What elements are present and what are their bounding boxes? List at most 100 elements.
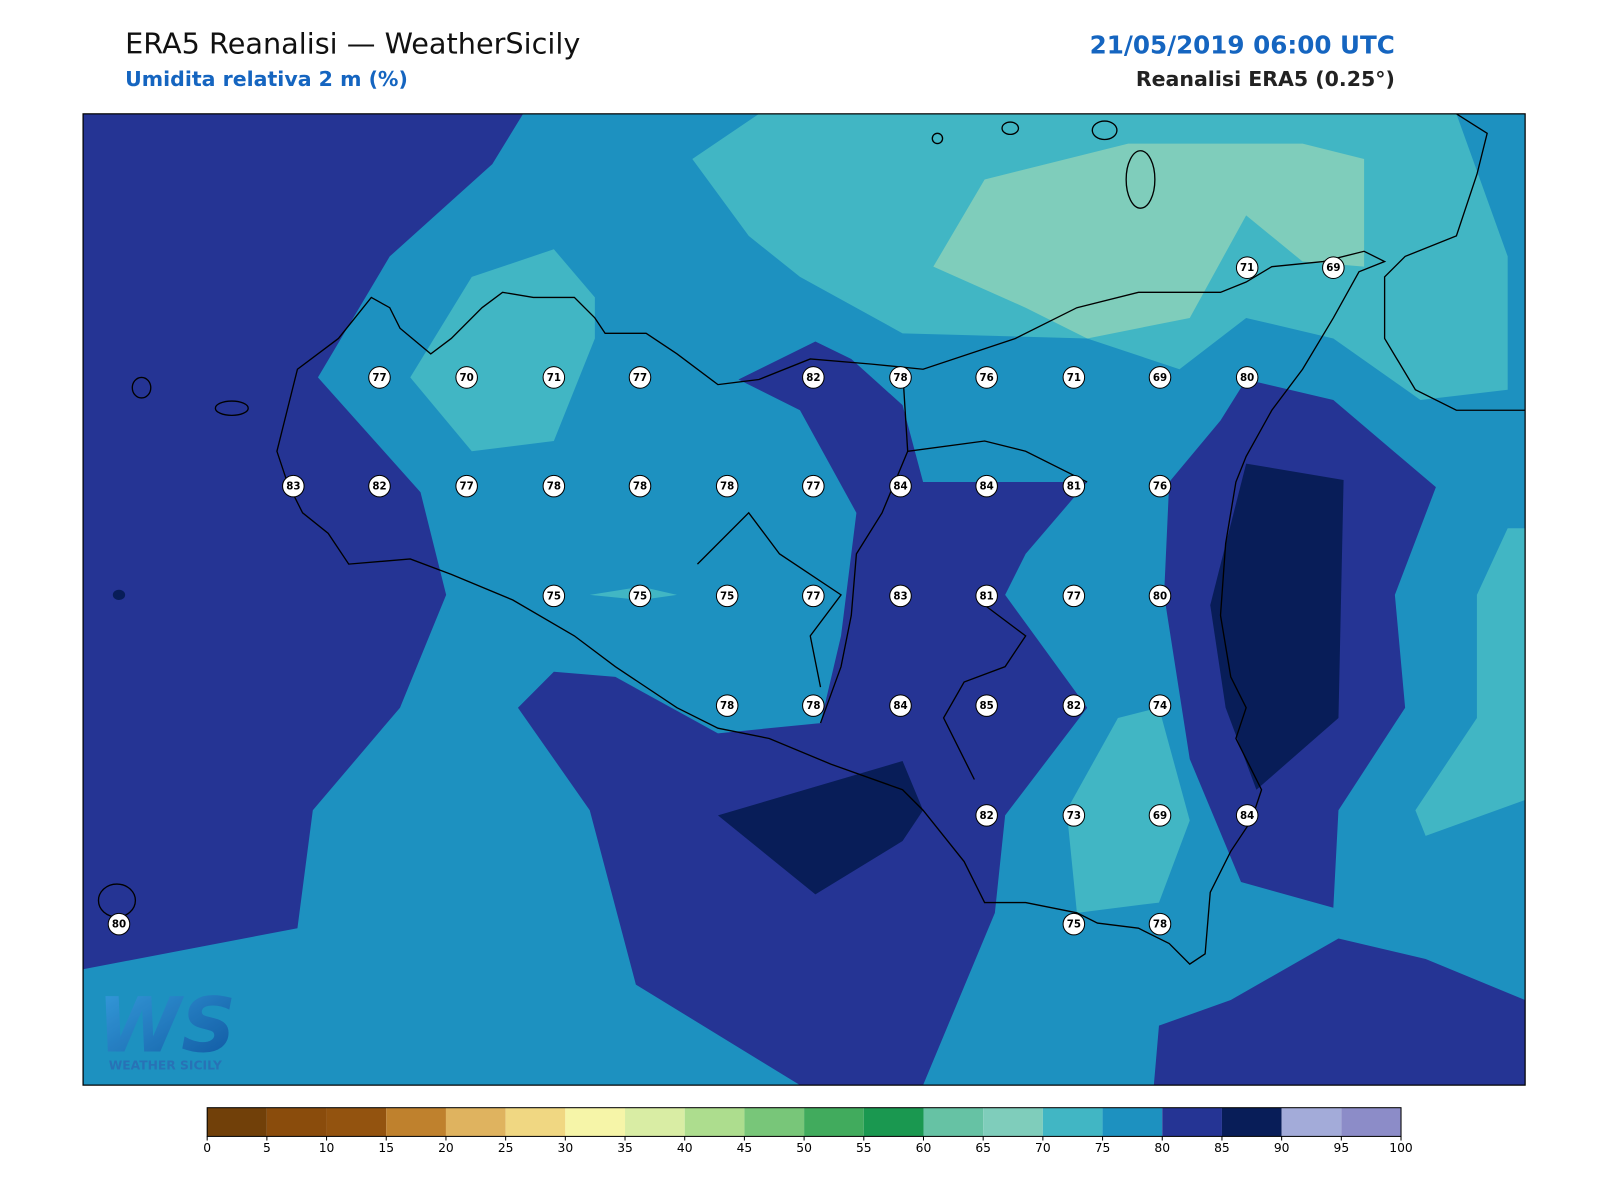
station-marker — [802, 694, 825, 717]
station-value: 78 — [720, 700, 734, 712]
colorbar-tick-label: 30 — [558, 1141, 574, 1155]
station: 69 — [1322, 256, 1345, 279]
station-value: 81 — [980, 590, 994, 602]
station: 74 — [1148, 694, 1172, 717]
colorbar-tick-label: 80 — [1154, 1141, 1170, 1155]
station-marker — [1148, 804, 1172, 827]
station-marker — [975, 474, 998, 498]
colorbar-tick-label: 25 — [498, 1141, 514, 1155]
date: 21/05/2019 06:00 UTC — [1090, 30, 1395, 59]
station-value: 75 — [720, 590, 734, 602]
island — [112, 589, 126, 600]
map-frame — [82, 113, 1526, 1086]
colorbar-segment — [983, 1107, 1043, 1137]
station-marker — [1062, 366, 1086, 389]
station-marker — [1235, 366, 1259, 389]
contour-fill — [1153, 938, 1526, 1086]
station-marker — [802, 474, 825, 498]
station: 75 — [1062, 912, 1086, 936]
contour-fill — [410, 249, 595, 452]
station: 84 — [889, 694, 912, 717]
colorbar-segment — [505, 1107, 566, 1137]
station-marker — [975, 366, 998, 389]
station: 84 — [975, 474, 998, 498]
station: 82 — [368, 474, 391, 498]
station: 78 — [628, 474, 652, 498]
station-value: 69 — [1326, 262, 1340, 274]
colorbar-segment — [684, 1107, 745, 1137]
colorbar-tick-label: 75 — [1095, 1141, 1111, 1155]
colorbar-tick-label: 20 — [438, 1141, 454, 1155]
colorbar-tick-label: 35 — [617, 1141, 633, 1155]
station-value: 78 — [893, 372, 907, 384]
map: 71 69 77 70 71 77 82 78 76 71 69 80 83 82 77 78 78 78 77 84… — [83, 113, 1526, 1086]
logo-text: WEATHER SICILY — [109, 1059, 223, 1073]
station: 80 — [1148, 584, 1172, 608]
station-value: 82 — [980, 810, 994, 822]
station: 69 — [1148, 804, 1172, 827]
station: 84 — [889, 474, 912, 498]
station: 71 — [1235, 256, 1259, 279]
station: 71 — [542, 366, 566, 389]
colorbar-segment — [1102, 1107, 1163, 1137]
station-value: 74 — [1153, 700, 1167, 712]
station-marker — [1062, 804, 1086, 827]
station-marker — [889, 474, 912, 498]
station-marker — [975, 584, 998, 608]
source: Reanalisi ERA5 (0.25°) — [1136, 67, 1395, 91]
colorbar-tick-label: 90 — [1274, 1141, 1290, 1155]
colorbar-tick-label: 100 — [1389, 1141, 1412, 1155]
colorbar-tick-label: 60 — [916, 1141, 932, 1155]
coastline — [276, 250, 1387, 965]
station: 70 — [455, 366, 478, 389]
station-value: 82 — [1067, 700, 1081, 712]
station-marker — [368, 366, 391, 389]
station: 75 — [715, 584, 739, 608]
station: 77 — [1062, 584, 1086, 608]
station-marker — [1148, 694, 1172, 717]
island — [1125, 150, 1156, 209]
station-marker — [1062, 694, 1086, 717]
station-marker — [715, 474, 739, 498]
station-value: 77 — [372, 372, 386, 384]
station-value: 71 — [1240, 262, 1254, 274]
contour-fill — [717, 761, 924, 895]
station: 78 — [715, 694, 739, 717]
station: 77 — [368, 366, 391, 389]
station: 82 — [802, 366, 825, 389]
station: 83 — [889, 584, 912, 608]
station-marker — [802, 584, 825, 608]
station-marker — [628, 584, 652, 608]
station-value: 82 — [372, 481, 386, 493]
station-value: 77 — [806, 590, 820, 602]
contour-fill — [83, 113, 524, 970]
station-value: 77 — [633, 372, 647, 384]
station-marker — [1148, 366, 1172, 389]
station-value: 70 — [460, 372, 474, 384]
island — [1001, 121, 1020, 136]
colorbar-segment — [207, 1107, 267, 1137]
station-value: 84 — [980, 481, 994, 493]
colorbar-tick-label: 95 — [1334, 1141, 1350, 1155]
station-marker — [628, 366, 652, 389]
station: 73 — [1062, 804, 1086, 827]
subtitle: Umidita relativa 2 m (%) — [125, 67, 408, 91]
station-marker — [455, 366, 478, 389]
station-value: 81 — [1067, 481, 1081, 493]
coastline — [1383, 113, 1526, 411]
station-marker — [889, 694, 912, 717]
station: 85 — [975, 694, 998, 717]
station-marker — [715, 694, 739, 717]
station-value: 80 — [1240, 372, 1254, 384]
station-marker — [889, 366, 912, 389]
station: 71 — [1062, 366, 1086, 389]
station-marker — [802, 366, 825, 389]
station-marker — [1062, 584, 1086, 608]
island — [214, 400, 249, 417]
station-marker — [628, 474, 652, 498]
station-marker — [107, 912, 131, 936]
station-marker — [1062, 912, 1086, 936]
station: 76 — [1148, 474, 1172, 498]
station: 77 — [802, 584, 825, 608]
